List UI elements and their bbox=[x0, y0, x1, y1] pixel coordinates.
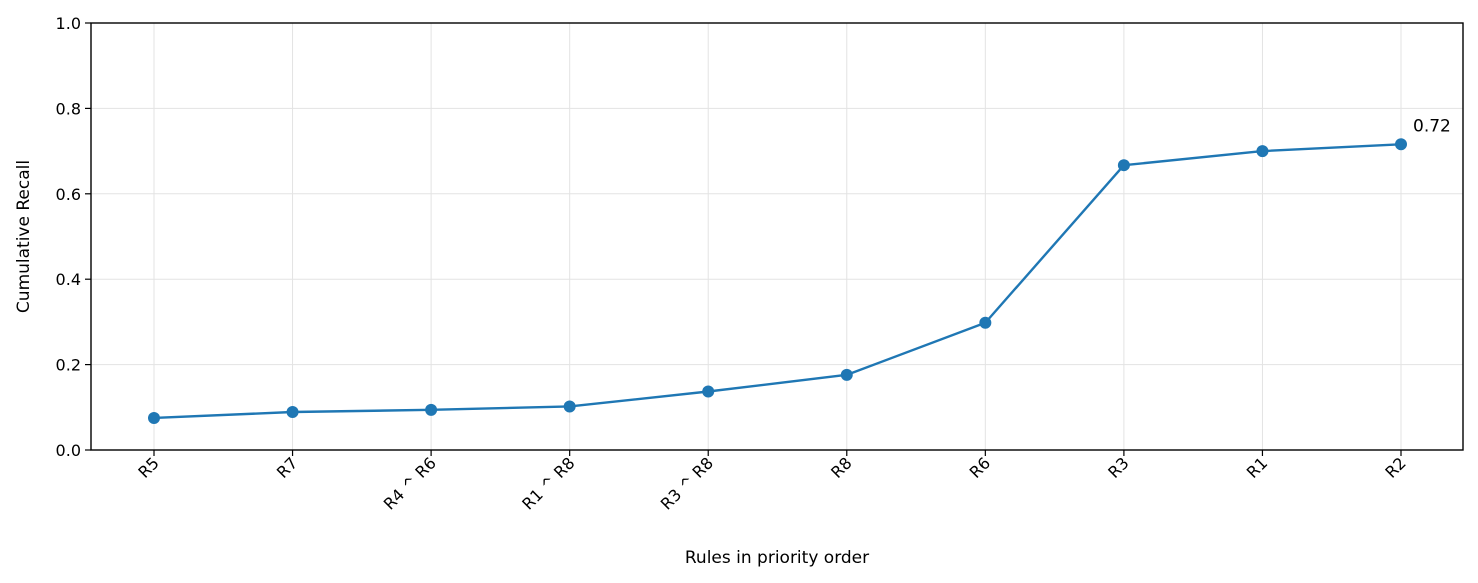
plot-frame bbox=[90, 22, 1464, 451]
series-line bbox=[153, 143, 1402, 420]
data-point bbox=[1395, 138, 1407, 151]
x-axis-label: Rules in priority order bbox=[685, 548, 869, 568]
data-point bbox=[563, 400, 576, 413]
y-tick-label: 0.4 bbox=[56, 270, 81, 289]
series-lines bbox=[153, 143, 1402, 420]
y-tick-label: 0.6 bbox=[56, 185, 81, 204]
y-axis-label: Cumulative Recall bbox=[14, 160, 34, 313]
data-point bbox=[148, 411, 160, 424]
data-point bbox=[425, 403, 438, 416]
series-points bbox=[148, 138, 1407, 424]
data-point bbox=[979, 316, 992, 329]
data-point bbox=[840, 368, 853, 381]
y-tick-label: 0.8 bbox=[56, 99, 81, 118]
annotations: 0.72 bbox=[1413, 116, 1451, 136]
y-tick-label: 0.2 bbox=[56, 356, 81, 375]
data-label: 0.72 bbox=[1413, 116, 1451, 136]
data-point bbox=[286, 405, 299, 418]
y-axis-ticks: 0.0 0.2 0.4 0.6 0.8 1.0 bbox=[56, 14, 91, 460]
y-tick-label: 0.0 bbox=[56, 441, 81, 460]
y-tick-label: 1.0 bbox=[56, 14, 81, 33]
data-point bbox=[1117, 159, 1130, 172]
data-point bbox=[1256, 145, 1269, 158]
data-point bbox=[702, 385, 715, 398]
